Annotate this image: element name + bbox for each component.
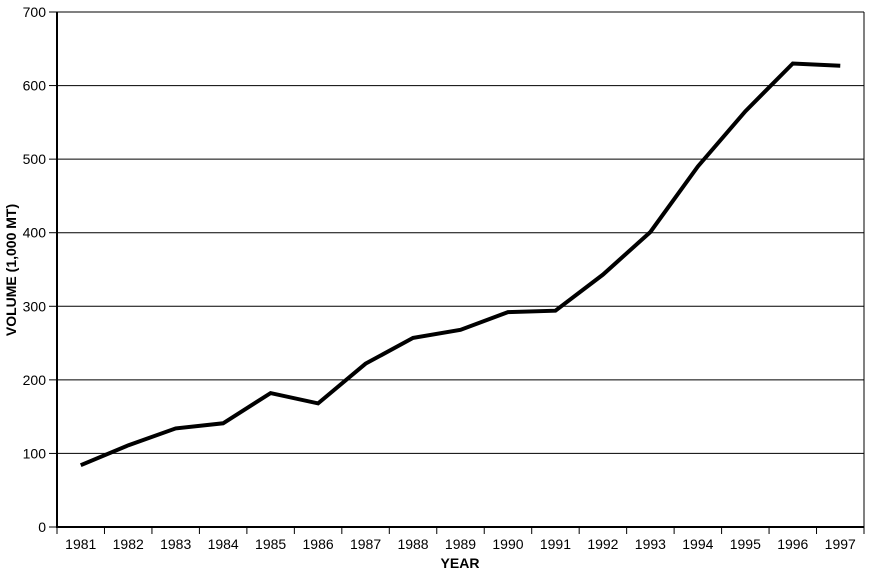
tick-labels: 0 100 200 300 400 500 600 700 1981 1982 1983 1984 19… (23, 4, 856, 552)
gridlines (57, 11, 864, 454)
x-tick-label: 1981 (65, 536, 96, 552)
x-axis-title: YEAR (441, 555, 480, 571)
y-tick-label: 500 (23, 151, 47, 167)
x-tick-label: 1986 (303, 536, 334, 552)
x-tick-label: 1990 (492, 536, 523, 552)
x-tick-label: 1991 (540, 536, 571, 552)
x-tick-label: 1985 (255, 536, 286, 552)
series-line-volume (79, 61, 841, 468)
y-tick-label: 0 (38, 519, 46, 535)
x-tick-label: 1983 (160, 536, 191, 552)
x-tick-label: 1995 (730, 536, 761, 552)
x-tick-label: 1994 (682, 536, 713, 552)
y-tick-label: 400 (23, 225, 47, 241)
x-tick-label: 1987 (350, 536, 381, 552)
y-tick-label: 700 (23, 4, 47, 20)
x-tick-label: 1996 (777, 536, 808, 552)
y-tick-label: 300 (23, 298, 47, 314)
y-tick-label: 100 (23, 445, 47, 461)
y-tick-label: 200 (23, 372, 47, 388)
x-tick-label: 1997 (825, 536, 856, 552)
x-tick-label: 1989 (445, 536, 476, 552)
x-tick-label: 1984 (208, 536, 239, 552)
data-series (79, 61, 841, 468)
x-tick-label: 1988 (397, 536, 428, 552)
x-tick-label: 1992 (587, 536, 618, 552)
y-tick-label: 600 (23, 78, 47, 94)
axes (49, 11, 865, 534)
x-tick-label: 1982 (113, 536, 144, 552)
y-axis-title: VOLUME (1,000 MT) (3, 204, 19, 336)
x-tick-label: 1993 (635, 536, 666, 552)
